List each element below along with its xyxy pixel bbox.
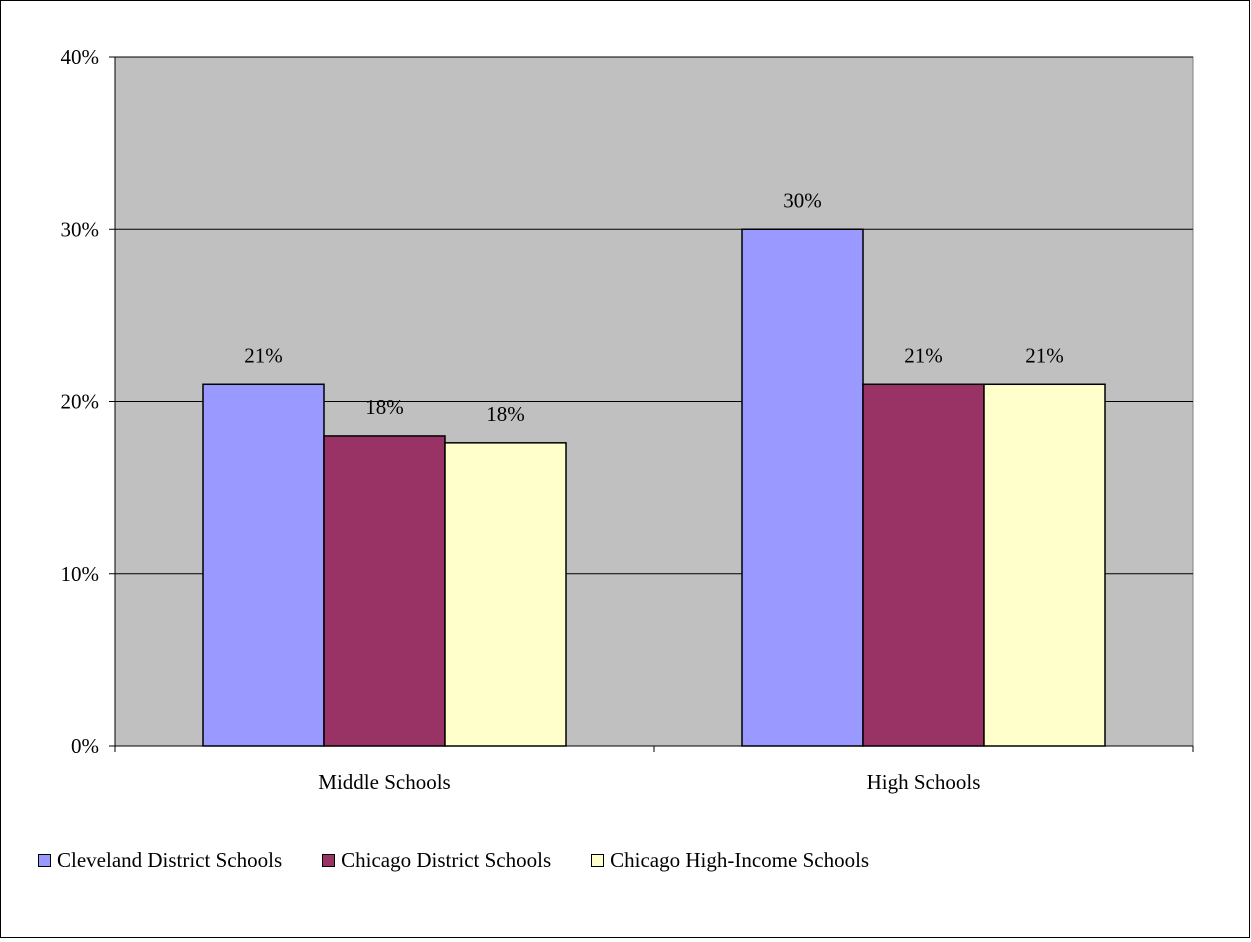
- bar: [983, 383, 1106, 747]
- y-tick-label: 10%: [61, 562, 100, 586]
- bar: [202, 383, 325, 747]
- legend-swatch-chicago-district: [322, 853, 336, 867]
- data-label: 21%: [1025, 343, 1064, 367]
- legend-item-chicago-high-income: Chicago High-Income Schools: [591, 848, 869, 873]
- y-tick-label: 30%: [61, 217, 100, 241]
- bar: [444, 442, 567, 747]
- bar: [741, 228, 864, 747]
- data-label: 18%: [365, 395, 404, 419]
- y-tick-label: 20%: [61, 390, 100, 414]
- x-tick-label: Middle Schools: [318, 770, 450, 794]
- legend-label-chicago-high-income: Chicago High-Income Schools: [610, 847, 870, 872]
- data-label: 21%: [244, 343, 283, 367]
- legend-swatch-cleveland: [38, 853, 51, 867]
- legend-swatch-chicago-high-income: [591, 853, 605, 867]
- bar: [323, 435, 446, 747]
- legend: Cleveland District Schools Chicago Distr…: [38, 848, 909, 872]
- data-label: 30%: [783, 188, 822, 212]
- y-tick-label: 0%: [71, 734, 99, 758]
- legend-label-chicago-district: Chicago District Schools: [341, 847, 552, 872]
- legend-item-cleveland: Cleveland District Schools: [38, 848, 282, 873]
- y-tick-label: 40%: [61, 45, 100, 69]
- data-label: 18%: [486, 402, 525, 426]
- x-tick-label: High Schools: [867, 770, 981, 794]
- legend-label-cleveland: Cleveland District Schools: [57, 847, 283, 872]
- data-label: 21%: [904, 343, 943, 367]
- bar: [862, 383, 985, 747]
- legend-item-chicago-district: Chicago District Schools: [322, 848, 551, 873]
